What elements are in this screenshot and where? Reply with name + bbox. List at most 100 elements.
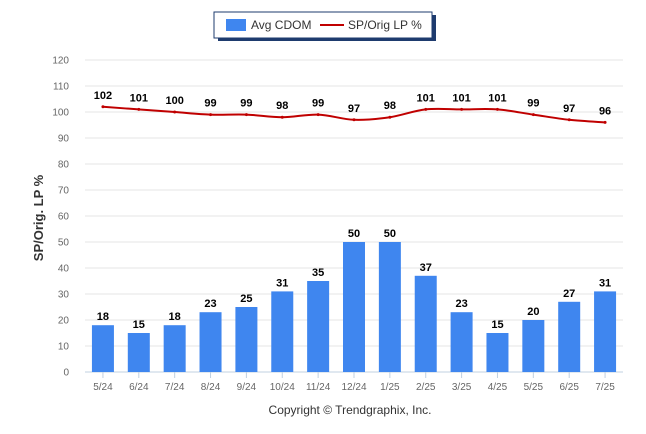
bar bbox=[91, 325, 114, 372]
bar-value-label: 20 bbox=[527, 306, 539, 318]
line-series bbox=[101, 105, 607, 124]
bar bbox=[307, 281, 330, 372]
bar-series bbox=[91, 242, 617, 372]
legend: Avg CDOM SP/Orig LP % bbox=[213, 11, 436, 41]
line-point bbox=[603, 120, 607, 124]
data-labels: 18 15 18 23 25 31 35 50 50 37 23 15 20 27 31 102 101 100 9… bbox=[94, 90, 611, 331]
line-point bbox=[531, 113, 535, 117]
y-tick-label: 10 bbox=[58, 342, 70, 353]
bar bbox=[558, 301, 581, 372]
bar-value-label: 37 bbox=[420, 262, 432, 274]
x-tick-label: 4/25 bbox=[488, 382, 508, 393]
line-value-label: 98 bbox=[384, 100, 396, 112]
bar bbox=[486, 333, 509, 372]
bar-value-label: 15 bbox=[491, 319, 503, 331]
x-tick-label: 6/24 bbox=[129, 382, 149, 393]
line-point bbox=[495, 107, 499, 111]
bar bbox=[450, 312, 473, 372]
line-value-label: 101 bbox=[417, 92, 435, 104]
line-value-label: 101 bbox=[452, 92, 470, 104]
x-tick-label: 12/24 bbox=[341, 382, 366, 393]
line-value-label: 97 bbox=[348, 103, 360, 115]
bar-value-label: 25 bbox=[240, 293, 252, 305]
legend-swatch-bar bbox=[226, 19, 246, 31]
bar-value-label: 50 bbox=[348, 228, 360, 240]
y-tick-label: 90 bbox=[58, 134, 70, 145]
bar-value-label: 35 bbox=[312, 267, 324, 279]
x-tick-label: 8/24 bbox=[201, 382, 221, 393]
y-tick-label: 100 bbox=[52, 108, 69, 119]
x-tick-label: 2/25 bbox=[416, 382, 436, 393]
bar-value-label: 18 bbox=[97, 311, 109, 323]
line-point bbox=[101, 105, 105, 109]
legend-label-line: SP/Orig LP % bbox=[348, 18, 422, 32]
x-tick-label: 5/25 bbox=[524, 382, 544, 393]
x-tick-label: 5/24 bbox=[93, 382, 113, 393]
x-tick-label: 11/24 bbox=[306, 382, 331, 393]
line-value-label: 99 bbox=[240, 98, 252, 110]
y-tick-label: 120 bbox=[52, 56, 69, 67]
bar-value-label: 23 bbox=[455, 298, 467, 310]
line-point bbox=[567, 118, 571, 122]
x-tick-label: 1/25 bbox=[380, 382, 400, 393]
line-point bbox=[209, 113, 213, 117]
bar-value-label: 31 bbox=[276, 277, 288, 289]
y-tick-label: 70 bbox=[58, 186, 70, 197]
bar-value-label: 18 bbox=[169, 311, 181, 323]
line-point bbox=[137, 107, 141, 111]
bar-value-label: 23 bbox=[204, 298, 216, 310]
bar bbox=[414, 275, 437, 372]
x-tick-label: 6/25 bbox=[559, 382, 579, 393]
y-tick-label: 50 bbox=[58, 238, 70, 249]
bar bbox=[163, 325, 186, 372]
line-point bbox=[388, 115, 392, 119]
x-tick-label: 10/24 bbox=[270, 382, 295, 393]
line-value-label: 99 bbox=[312, 98, 324, 110]
legend-label-bar: Avg CDOM bbox=[251, 18, 311, 32]
line-point bbox=[244, 113, 248, 117]
line-point bbox=[352, 118, 356, 122]
bar bbox=[127, 333, 150, 372]
line-value-label: 97 bbox=[563, 103, 575, 115]
line-value-label: 99 bbox=[527, 98, 539, 110]
bar-value-label: 50 bbox=[384, 228, 396, 240]
bar bbox=[271, 291, 294, 372]
line-value-label: 100 bbox=[165, 95, 183, 107]
line-value-label: 102 bbox=[94, 90, 112, 102]
line-value-label: 99 bbox=[204, 98, 216, 110]
line-point bbox=[424, 107, 428, 111]
y-tick-label: 30 bbox=[58, 290, 70, 301]
y-tick-label: 80 bbox=[58, 160, 70, 171]
line-point bbox=[316, 113, 320, 117]
y-tick-label: 40 bbox=[58, 264, 70, 275]
bar bbox=[594, 291, 617, 372]
bar bbox=[199, 312, 222, 372]
y-axis-ticks: 0 10 20 30 40 50 60 70 80 90 100 110 120 bbox=[52, 56, 69, 379]
bar bbox=[235, 307, 258, 372]
x-axis: 5/24 6/24 7/24 8/24 9/24 10/24 11/24 12/24 1/25 2… bbox=[85, 371, 623, 393]
bar-value-label: 15 bbox=[133, 319, 145, 331]
x-tick-label: 9/24 bbox=[237, 382, 257, 393]
y-tick-label: 0 bbox=[63, 368, 69, 379]
line-value-label: 101 bbox=[130, 92, 148, 104]
y-tick-label: 20 bbox=[58, 316, 70, 327]
bar bbox=[378, 242, 401, 372]
x-tick-label: 7/25 bbox=[595, 382, 615, 393]
bar-value-label: 31 bbox=[599, 277, 611, 289]
bar-value-label: 27 bbox=[563, 288, 575, 300]
bar bbox=[343, 242, 365, 372]
line-point bbox=[460, 107, 464, 111]
x-tick-label: 3/25 bbox=[452, 382, 472, 393]
line-value-label: 96 bbox=[599, 105, 611, 117]
line-point bbox=[280, 115, 284, 119]
copyright-text: Copyright © Trendgraphix, Inc. bbox=[269, 403, 432, 417]
x-tick-label: 7/24 bbox=[165, 382, 185, 393]
bar bbox=[522, 320, 545, 372]
y-tick-label: 110 bbox=[53, 82, 69, 93]
line-value-label: 101 bbox=[488, 92, 506, 104]
line-value-label: 98 bbox=[276, 100, 288, 112]
line-point bbox=[173, 110, 177, 114]
y-axis-label: SP/Orig. LP % bbox=[31, 174, 46, 261]
